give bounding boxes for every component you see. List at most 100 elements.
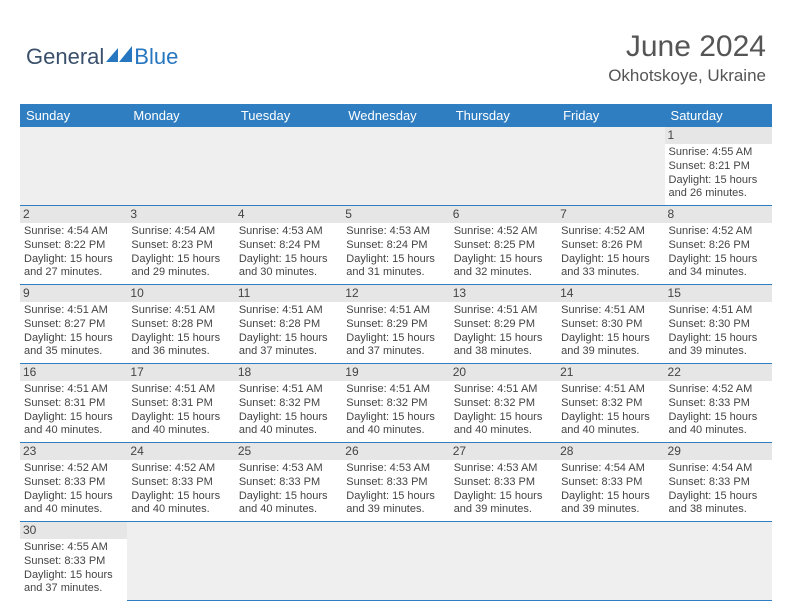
calendar-cell: 7Sunrise: 4:52 AMSunset: 8:26 PMDaylight… <box>557 206 664 285</box>
sunrise-text: Sunrise: 4:51 AM <box>346 304 445 318</box>
calendar-cell: 22Sunrise: 4:52 AMSunset: 8:33 PMDayligh… <box>665 364 772 443</box>
sunrise-text: Sunrise: 4:51 AM <box>131 383 230 397</box>
brand-part2: Blue <box>134 44 178 70</box>
daylight-text: Daylight: 15 hours and 39 minutes. <box>346 490 445 518</box>
calendar-row: 9Sunrise: 4:51 AMSunset: 8:27 PMDaylight… <box>20 285 772 364</box>
calendar-cell: 17Sunrise: 4:51 AMSunset: 8:31 PMDayligh… <box>127 364 234 443</box>
title-block: June 2024 Okhotskoye, Ukraine <box>608 30 766 86</box>
daylight-text: Daylight: 15 hours and 40 minutes. <box>131 411 230 439</box>
daylight-text: Daylight: 15 hours and 26 minutes. <box>669 174 768 202</box>
daylight-text: Daylight: 15 hours and 35 minutes. <box>24 332 123 360</box>
calendar-cell: 25Sunrise: 4:53 AMSunset: 8:33 PMDayligh… <box>235 443 342 522</box>
calendar-cell: 3Sunrise: 4:54 AMSunset: 8:23 PMDaylight… <box>127 206 234 285</box>
calendar-cell <box>557 522 664 601</box>
day-number: 5 <box>342 206 449 223</box>
weekday-header: Tuesday <box>235 104 342 127</box>
day-number: 21 <box>557 364 664 381</box>
sunrise-text: Sunrise: 4:51 AM <box>239 304 338 318</box>
sunset-text: Sunset: 8:33 PM <box>669 397 768 411</box>
day-number: 23 <box>20 443 127 460</box>
calendar-cell: 15Sunrise: 4:51 AMSunset: 8:30 PMDayligh… <box>665 285 772 364</box>
day-number: 11 <box>235 285 342 302</box>
calendar-cell <box>127 127 234 206</box>
sunrise-text: Sunrise: 4:52 AM <box>669 225 768 239</box>
sunrise-text: Sunrise: 4:52 AM <box>669 383 768 397</box>
sunset-text: Sunset: 8:30 PM <box>561 318 660 332</box>
sunset-text: Sunset: 8:26 PM <box>669 239 768 253</box>
day-number: 8 <box>665 206 772 223</box>
sunset-text: Sunset: 8:33 PM <box>24 476 123 490</box>
daylight-text: Daylight: 15 hours and 37 minutes. <box>24 569 123 597</box>
calendar-row: 2Sunrise: 4:54 AMSunset: 8:22 PMDaylight… <box>20 206 772 285</box>
daylight-text: Daylight: 15 hours and 40 minutes. <box>24 411 123 439</box>
sunset-text: Sunset: 8:32 PM <box>561 397 660 411</box>
daylight-text: Daylight: 15 hours and 40 minutes. <box>24 490 123 518</box>
calendar-cell: 12Sunrise: 4:51 AMSunset: 8:29 PMDayligh… <box>342 285 449 364</box>
sunset-text: Sunset: 8:28 PM <box>131 318 230 332</box>
calendar-cell: 1Sunrise: 4:55 AMSunset: 8:21 PMDaylight… <box>665 127 772 206</box>
weekday-header-row: Sunday Monday Tuesday Wednesday Thursday… <box>20 104 772 127</box>
day-number: 4 <box>235 206 342 223</box>
day-number: 30 <box>20 522 127 539</box>
calendar-cell: 5Sunrise: 4:53 AMSunset: 8:24 PMDaylight… <box>342 206 449 285</box>
sunrise-text: Sunrise: 4:53 AM <box>346 225 445 239</box>
sunrise-text: Sunrise: 4:51 AM <box>24 304 123 318</box>
calendar-table: Sunday Monday Tuesday Wednesday Thursday… <box>20 104 772 601</box>
day-number: 29 <box>665 443 772 460</box>
sunrise-text: Sunrise: 4:55 AM <box>24 541 123 555</box>
calendar-cell <box>235 127 342 206</box>
daylight-text: Daylight: 15 hours and 39 minutes. <box>454 490 553 518</box>
calendar-cell: 19Sunrise: 4:51 AMSunset: 8:32 PMDayligh… <box>342 364 449 443</box>
weekday-header: Saturday <box>665 104 772 127</box>
sunrise-text: Sunrise: 4:53 AM <box>346 462 445 476</box>
sunrise-text: Sunrise: 4:54 AM <box>669 462 768 476</box>
sunrise-text: Sunrise: 4:52 AM <box>24 462 123 476</box>
calendar-cell: 16Sunrise: 4:51 AMSunset: 8:31 PMDayligh… <box>20 364 127 443</box>
day-number: 7 <box>557 206 664 223</box>
sunset-text: Sunset: 8:31 PM <box>24 397 123 411</box>
sunrise-text: Sunrise: 4:53 AM <box>239 462 338 476</box>
calendar-cell <box>450 127 557 206</box>
sunrise-text: Sunrise: 4:51 AM <box>239 383 338 397</box>
daylight-text: Daylight: 15 hours and 40 minutes. <box>561 411 660 439</box>
daylight-text: Daylight: 15 hours and 38 minutes. <box>669 490 768 518</box>
calendar-cell: 2Sunrise: 4:54 AMSunset: 8:22 PMDaylight… <box>20 206 127 285</box>
sunrise-text: Sunrise: 4:54 AM <box>561 462 660 476</box>
daylight-text: Daylight: 15 hours and 29 minutes. <box>131 253 230 281</box>
sunrise-text: Sunrise: 4:55 AM <box>669 146 768 160</box>
calendar-cell <box>235 522 342 601</box>
calendar-cell: 9Sunrise: 4:51 AMSunset: 8:27 PMDaylight… <box>20 285 127 364</box>
day-number: 25 <box>235 443 342 460</box>
sunset-text: Sunset: 8:29 PM <box>346 318 445 332</box>
sunset-text: Sunset: 8:26 PM <box>561 239 660 253</box>
calendar-cell <box>557 127 664 206</box>
calendar-cell: 10Sunrise: 4:51 AMSunset: 8:28 PMDayligh… <box>127 285 234 364</box>
daylight-text: Daylight: 15 hours and 32 minutes. <box>454 253 553 281</box>
sunset-text: Sunset: 8:30 PM <box>669 318 768 332</box>
day-number: 24 <box>127 443 234 460</box>
weekday-header: Wednesday <box>342 104 449 127</box>
daylight-text: Daylight: 15 hours and 27 minutes. <box>24 253 123 281</box>
weekday-header: Thursday <box>450 104 557 127</box>
day-number: 18 <box>235 364 342 381</box>
calendar-cell: 28Sunrise: 4:54 AMSunset: 8:33 PMDayligh… <box>557 443 664 522</box>
calendar-cell <box>127 522 234 601</box>
calendar-cell: 4Sunrise: 4:53 AMSunset: 8:24 PMDaylight… <box>235 206 342 285</box>
sunset-text: Sunset: 8:27 PM <box>24 318 123 332</box>
daylight-text: Daylight: 15 hours and 40 minutes. <box>454 411 553 439</box>
calendar-cell: 20Sunrise: 4:51 AMSunset: 8:32 PMDayligh… <box>450 364 557 443</box>
day-number: 26 <box>342 443 449 460</box>
daylight-text: Daylight: 15 hours and 40 minutes. <box>669 411 768 439</box>
calendar-cell: 26Sunrise: 4:53 AMSunset: 8:33 PMDayligh… <box>342 443 449 522</box>
calendar-row: 23Sunrise: 4:52 AMSunset: 8:33 PMDayligh… <box>20 443 772 522</box>
daylight-text: Daylight: 15 hours and 33 minutes. <box>561 253 660 281</box>
sunrise-text: Sunrise: 4:52 AM <box>454 225 553 239</box>
sunrise-text: Sunrise: 4:54 AM <box>24 225 123 239</box>
day-number: 13 <box>450 285 557 302</box>
sunset-text: Sunset: 8:29 PM <box>454 318 553 332</box>
sunrise-text: Sunrise: 4:51 AM <box>561 383 660 397</box>
daylight-text: Daylight: 15 hours and 37 minutes. <box>239 332 338 360</box>
sunset-text: Sunset: 8:33 PM <box>131 476 230 490</box>
sunrise-text: Sunrise: 4:53 AM <box>454 462 553 476</box>
sunrise-text: Sunrise: 4:51 AM <box>669 304 768 318</box>
